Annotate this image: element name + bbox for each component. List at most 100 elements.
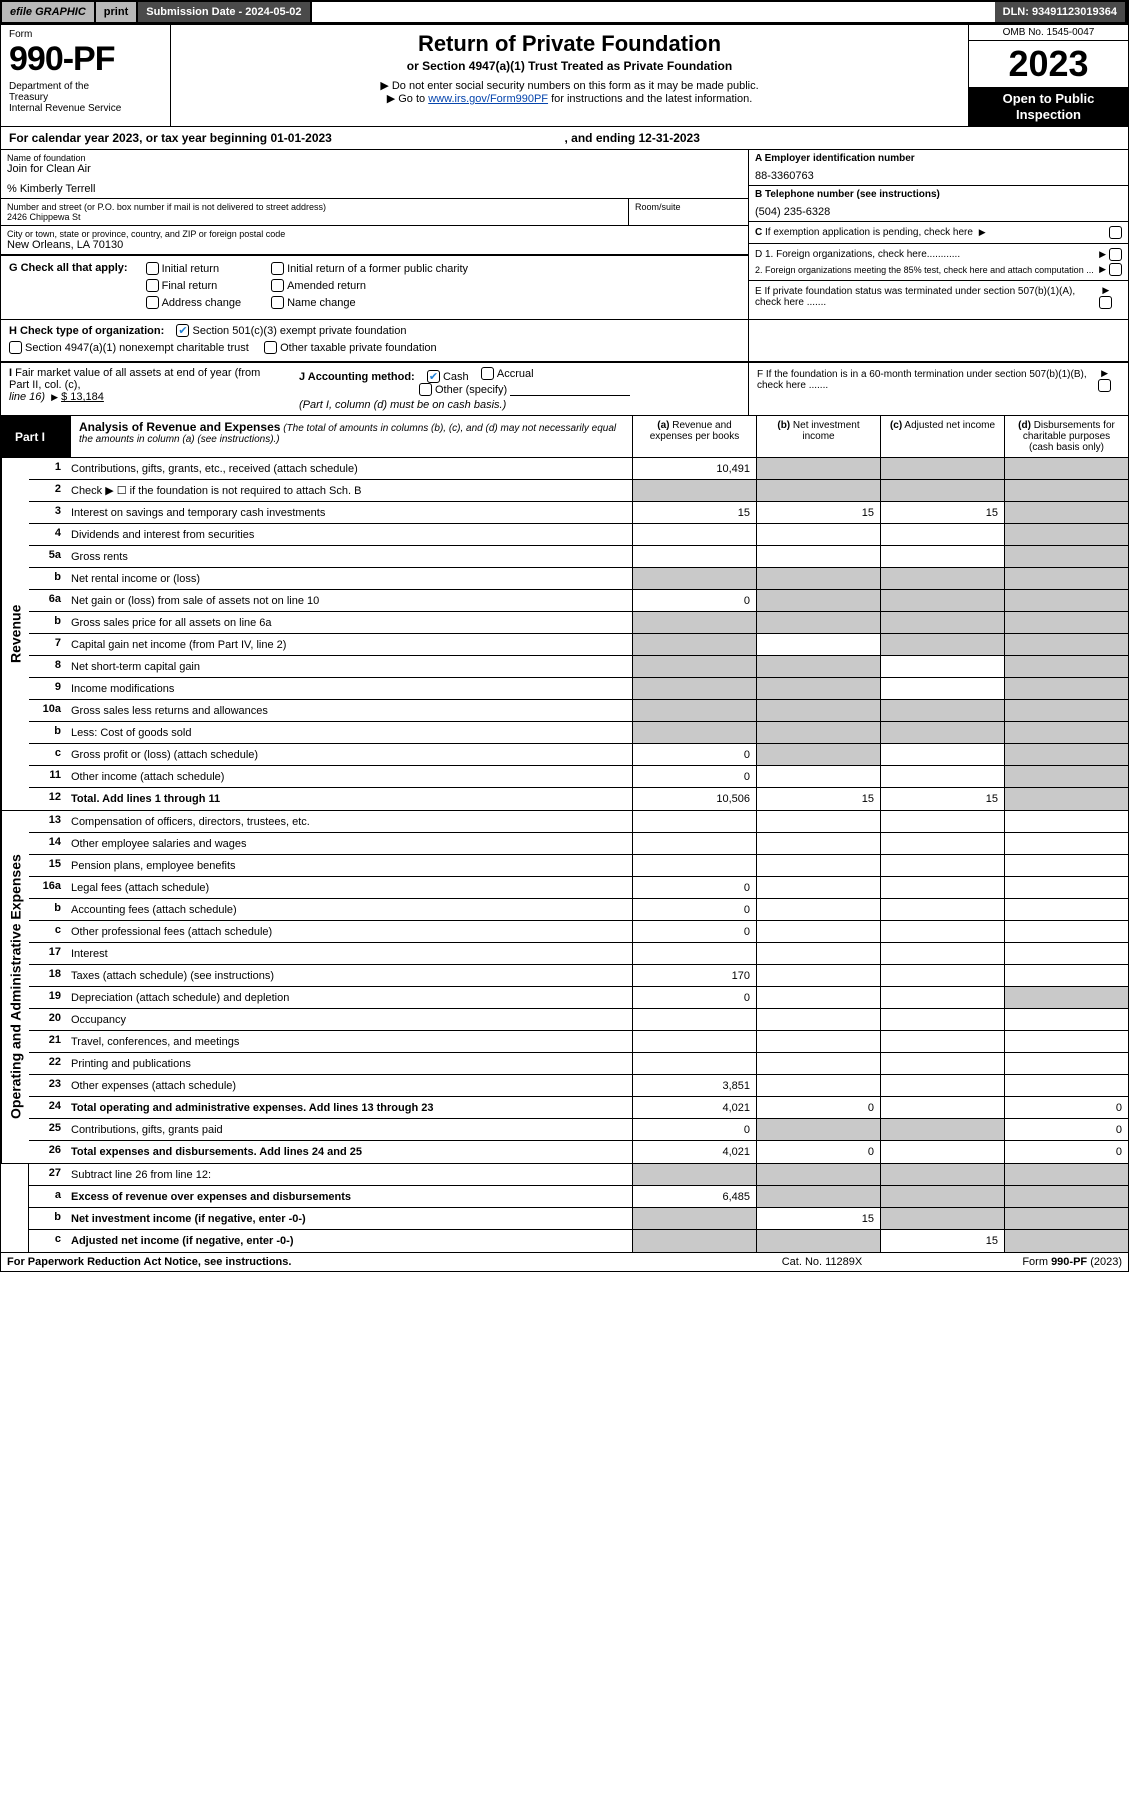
table-row: 11Other income (attach schedule)0: [29, 766, 1128, 788]
cell-a: 3,851: [632, 1075, 756, 1096]
cell-c: [880, 833, 1004, 854]
table-row: 13Compensation of officers, directors, t…: [29, 811, 1128, 833]
row-desc: Net short-term capital gain: [65, 656, 632, 677]
row-desc: Net rental income or (loss): [65, 568, 632, 589]
row-number: 12: [29, 788, 65, 810]
open-public-badge: Open to Public Inspection: [969, 87, 1128, 126]
cb-name-change[interactable]: Name change: [271, 296, 468, 309]
row-desc: Check ▶ ☐ if the foundation is not requi…: [65, 480, 632, 501]
cell-a: [632, 656, 756, 677]
cb-other-taxable[interactable]: Other taxable private foundation: [264, 341, 437, 354]
cell-d: [1004, 524, 1128, 545]
city-label: City or town, state or province, country…: [7, 229, 742, 239]
row-number: 17: [29, 943, 65, 964]
cb-final-return[interactable]: Final return: [146, 279, 242, 292]
cell-b: 0: [756, 1141, 880, 1163]
row-desc: Net gain or (loss) from sale of assets n…: [65, 590, 632, 611]
cb-amended-return[interactable]: Amended return: [271, 279, 468, 292]
cell-a: [632, 855, 756, 876]
fmv-value: $ 13,184: [61, 391, 104, 403]
row-desc: Dividends and interest from securities: [65, 524, 632, 545]
table-row: 6aNet gain or (loss) from sale of assets…: [29, 590, 1128, 612]
cell-a: [632, 524, 756, 545]
table-row: 2Check ▶ ☐ if the foundation is not requ…: [29, 480, 1128, 502]
print-button[interactable]: print: [96, 2, 138, 22]
cell-b: [756, 1075, 880, 1096]
cb-d2[interactable]: [1109, 263, 1122, 276]
row-desc: Less: Cost of goods sold: [65, 722, 632, 743]
cb-cash[interactable]: Cash: [427, 370, 469, 383]
cell-d: [1004, 1053, 1128, 1074]
row-desc: Interest on savings and temporary cash i…: [65, 502, 632, 523]
row-desc: Total operating and administrative expen…: [65, 1097, 632, 1118]
cell-a: 0: [632, 899, 756, 920]
cb-c[interactable]: [1109, 226, 1122, 239]
cb-d1[interactable]: [1109, 248, 1122, 261]
f-label: F If the foundation is in a 60-month ter…: [757, 369, 1098, 391]
cell-b: [756, 811, 880, 832]
care-of: % Kimberly Terrell: [7, 183, 742, 195]
irs-link[interactable]: www.irs.gov/Form990PF: [428, 93, 548, 105]
row-number: 1: [29, 458, 65, 479]
cell-d: [1004, 634, 1128, 655]
submission-date: Submission Date - 2024-05-02: [138, 2, 311, 22]
j-note: (Part I, column (d) must be on cash basi…: [299, 399, 506, 411]
cell-a: [632, 678, 756, 699]
cb-other-method[interactable]: Other (specify): [419, 383, 507, 396]
cell-d: [1004, 1186, 1128, 1207]
cell-a: [632, 700, 756, 721]
cell-d: [1004, 921, 1128, 942]
row-desc: Other professional fees (attach schedule…: [65, 921, 632, 942]
row-desc: Occupancy: [65, 1009, 632, 1030]
cb-4947a1[interactable]: Section 4947(a)(1) nonexempt charitable …: [9, 341, 249, 354]
row-number: b: [29, 612, 65, 633]
row-number: 4: [29, 524, 65, 545]
cell-c: [880, 678, 1004, 699]
row-number: c: [29, 744, 65, 765]
cell-c: [880, 943, 1004, 964]
cb-address-change[interactable]: Address change: [146, 296, 242, 309]
cb-e[interactable]: [1099, 296, 1112, 309]
table-row: 8Net short-term capital gain: [29, 656, 1128, 678]
cell-c: [880, 1164, 1004, 1185]
row-desc: Total expenses and disbursements. Add li…: [65, 1141, 632, 1163]
table-row: 16aLegal fees (attach schedule)0: [29, 877, 1128, 899]
form-title: Return of Private Foundation: [177, 31, 962, 57]
cell-d: [1004, 480, 1128, 501]
cell-c: [880, 524, 1004, 545]
cell-c: [880, 458, 1004, 479]
row-number: c: [29, 921, 65, 942]
cb-501c3[interactable]: Section 501(c)(3) exempt private foundat…: [176, 324, 406, 337]
cell-d: [1004, 678, 1128, 699]
row-desc: Net investment income (if negative, ente…: [65, 1208, 632, 1229]
col-b-head: (b) Net investment income: [756, 416, 880, 457]
cell-d: 0: [1004, 1141, 1128, 1163]
cell-d: [1004, 1075, 1128, 1096]
cell-b: [756, 1031, 880, 1052]
cell-d: [1004, 1164, 1128, 1185]
cb-initial-return[interactable]: Initial return: [146, 262, 242, 275]
table-row: aExcess of revenue over expenses and dis…: [29, 1186, 1128, 1208]
street-address: 2426 Chippewa St: [7, 212, 622, 222]
cell-c: [880, 480, 1004, 501]
cell-a: 4,021: [632, 1141, 756, 1163]
cb-f[interactable]: [1098, 379, 1111, 392]
cell-b: [756, 766, 880, 787]
table-row: 26Total expenses and disbursements. Add …: [29, 1141, 1128, 1163]
cb-accrual[interactable]: Accrual: [481, 367, 534, 380]
cell-b: 0: [756, 1097, 880, 1118]
row-number: 6a: [29, 590, 65, 611]
cb-initial-return-former[interactable]: Initial return of a former public charit…: [271, 262, 468, 275]
cell-b: [756, 943, 880, 964]
g-label: G Check all that apply:: [9, 262, 128, 274]
form-subtitle: or Section 4947(a)(1) Trust Treated as P…: [177, 59, 962, 73]
tax-year: 2023: [969, 41, 1128, 87]
cell-d: [1004, 502, 1128, 523]
cell-a: [632, 480, 756, 501]
cell-d: [1004, 987, 1128, 1008]
table-row: 14Other employee salaries and wages: [29, 833, 1128, 855]
row-number: 5a: [29, 546, 65, 567]
row-desc: Contributions, gifts, grants, etc., rece…: [65, 458, 632, 479]
cell-c: [880, 766, 1004, 787]
instr-2: ▶ Go to www.irs.gov/Form990PF for instru…: [177, 92, 962, 105]
